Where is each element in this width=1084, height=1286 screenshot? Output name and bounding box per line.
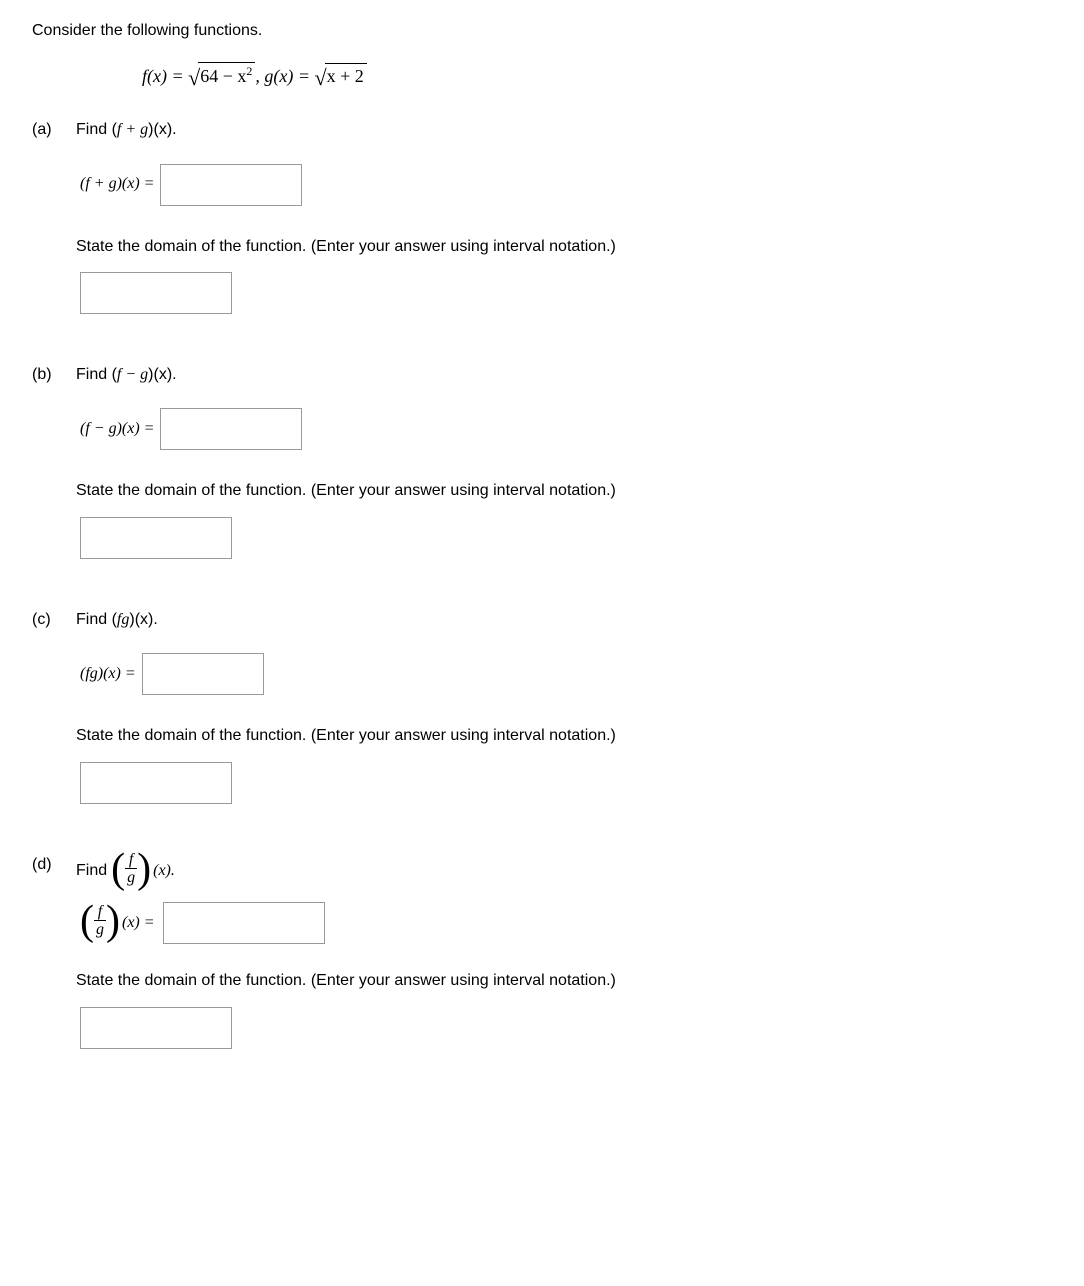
prompt-post: )(x). — [129, 611, 157, 628]
part-a: (a) Find (f + g)(x). (f + g)(x) = State … — [32, 119, 1052, 314]
fraction-fg: f g — [125, 852, 137, 887]
prompt-pre: Find ( — [76, 366, 117, 383]
part-b-prompt: Find (f − g)(x). — [76, 364, 1052, 386]
g-radicand: x + 2 — [325, 63, 367, 89]
part-b-label: (b) — [32, 364, 76, 559]
frac-den: g — [94, 920, 106, 939]
prompt-post: )(x). — [148, 121, 176, 138]
intro-text: Consider the following functions. — [32, 20, 1052, 42]
part-c-label: (c) — [32, 609, 76, 804]
part-d: (d) Find ( f g ) (x). ( f g ) — [32, 854, 1052, 1049]
frac-num: f — [127, 852, 135, 868]
part-a-prompt: Find (f + g)(x). — [76, 119, 1052, 141]
part-c-answer-label: (fg)(x) = — [80, 663, 136, 685]
function-definitions: f(x) = √64 − x2, g(x) = √x + 2 — [32, 60, 1052, 91]
formula-sep: , — [255, 66, 264, 86]
part-b-domain-input[interactable] — [80, 517, 232, 559]
part-d-domain-input[interactable] — [80, 1007, 232, 1049]
frac-den: g — [125, 868, 137, 887]
part-b-domain-prompt: State the domain of the function. (Enter… — [76, 480, 1052, 502]
prompt-pre: Find ( — [76, 611, 117, 628]
part-c-domain-input[interactable] — [80, 762, 232, 804]
part-a-domain-prompt: State the domain of the function. (Enter… — [76, 236, 1052, 258]
part-c: (c) Find (fg)(x). (fg)(x) = State the do… — [32, 609, 1052, 804]
part-d-answer-input[interactable] — [163, 902, 325, 944]
part-a-answer-input[interactable] — [160, 164, 302, 206]
part-d-prompt: Find ( f g ) (x). — [76, 854, 1052, 889]
part-a-label: (a) — [32, 119, 76, 314]
prompt-find: Find — [76, 860, 107, 882]
part-a-domain-input[interactable] — [80, 272, 232, 314]
part-c-domain-prompt: State the domain of the function. (Enter… — [76, 725, 1052, 747]
part-d-label: (d) — [32, 854, 76, 1049]
prompt-mid: f − g — [117, 366, 148, 383]
x-part: (x). — [153, 860, 175, 882]
part-d-answer-label: (x) = — [122, 912, 155, 934]
g-lhs: g(x) = — [264, 66, 314, 86]
frac-num: f — [96, 904, 104, 920]
part-b-answer-input[interactable] — [160, 408, 302, 450]
part-b-answer-label: (f − g)(x) = — [80, 418, 154, 440]
part-c-answer-input[interactable] — [142, 653, 264, 695]
f-radicand: 64 − x — [200, 66, 246, 86]
f-lhs: f(x) = — [142, 66, 188, 86]
part-a-answer-label: (f + g)(x) = — [80, 173, 154, 195]
prompt-mid: fg — [117, 611, 129, 628]
fraction-fg: f g — [94, 904, 106, 939]
part-c-prompt: Find (fg)(x). — [76, 609, 1052, 631]
part-b: (b) Find (f − g)(x). (f − g)(x) = State … — [32, 364, 1052, 559]
prompt-post: )(x). — [148, 366, 176, 383]
part-d-domain-prompt: State the domain of the function. (Enter… — [76, 970, 1052, 992]
prompt-pre: Find ( — [76, 121, 117, 138]
prompt-mid: f + g — [117, 121, 148, 138]
